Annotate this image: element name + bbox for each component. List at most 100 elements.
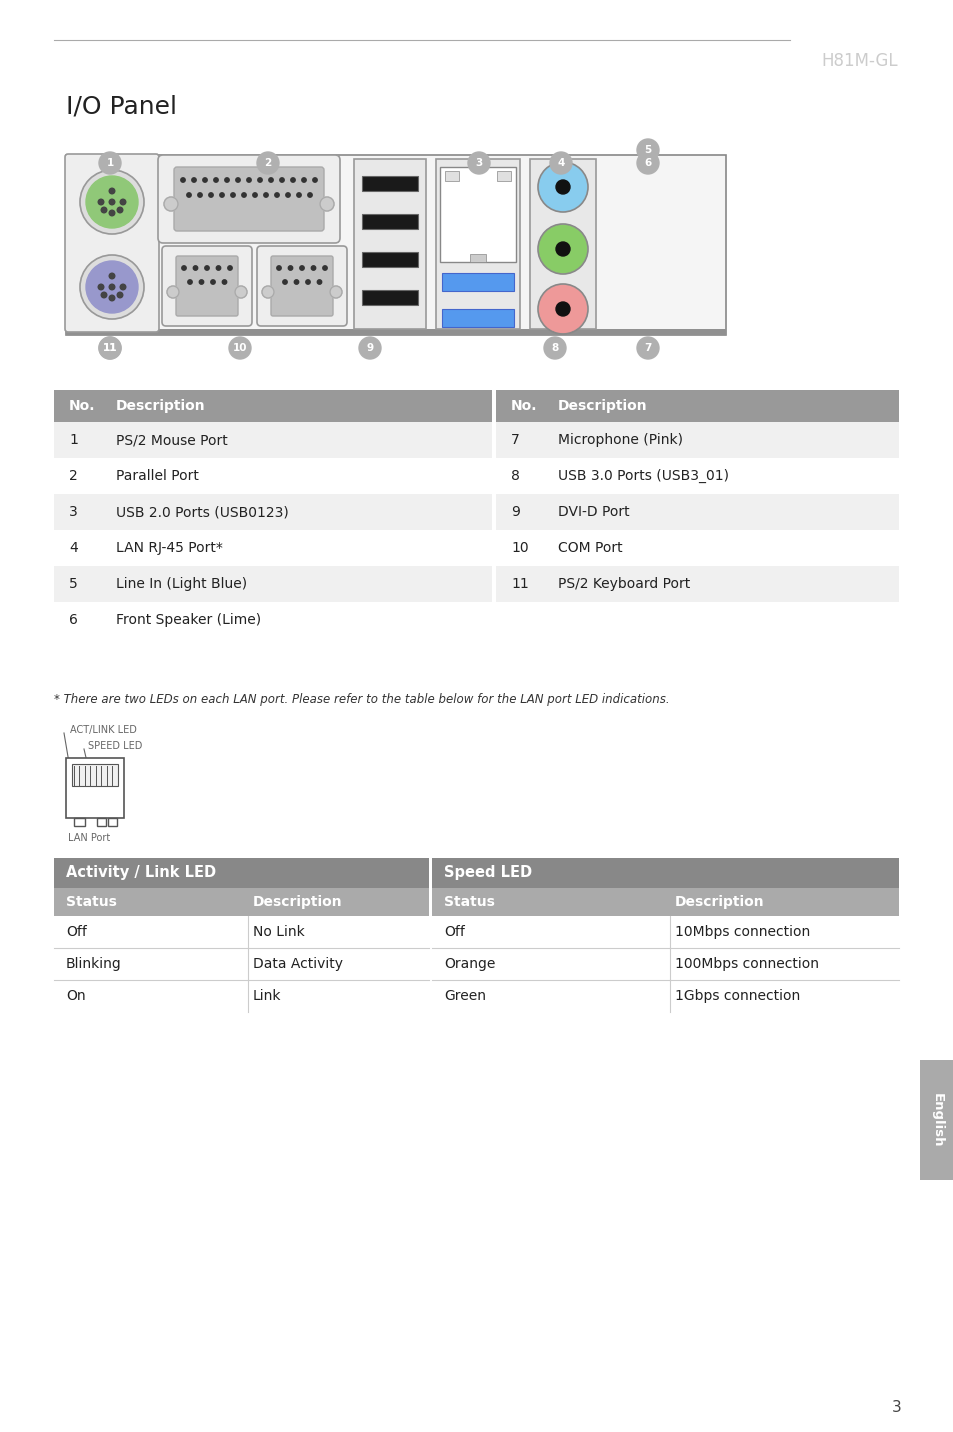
Circle shape — [167, 286, 179, 298]
Text: Status: Status — [66, 895, 117, 909]
Bar — [470, 253, 485, 262]
Text: 10: 10 — [511, 541, 528, 556]
Circle shape — [262, 286, 274, 298]
Text: 7: 7 — [511, 432, 519, 447]
Circle shape — [225, 178, 229, 182]
Circle shape — [637, 337, 659, 359]
Circle shape — [556, 242, 569, 256]
Circle shape — [279, 178, 284, 182]
FancyBboxPatch shape — [65, 155, 159, 332]
Bar — [497, 170, 511, 180]
Bar — [54, 566, 492, 601]
Circle shape — [109, 295, 114, 301]
Circle shape — [109, 284, 114, 289]
Circle shape — [322, 266, 327, 271]
Text: 11: 11 — [103, 344, 117, 354]
Circle shape — [543, 337, 565, 359]
Bar — [496, 458, 898, 494]
Bar — [361, 213, 417, 229]
Text: Orange: Orange — [443, 957, 495, 971]
Text: 4: 4 — [69, 541, 77, 556]
Text: 9: 9 — [366, 344, 374, 354]
Circle shape — [86, 176, 138, 228]
Text: Description: Description — [253, 895, 342, 909]
Text: English: English — [929, 1093, 943, 1147]
Bar — [54, 458, 492, 494]
Circle shape — [311, 266, 315, 271]
Text: Microphone (Pink): Microphone (Pink) — [558, 432, 682, 447]
Circle shape — [109, 274, 114, 279]
Bar — [530, 159, 596, 329]
Bar — [361, 176, 417, 190]
Circle shape — [330, 286, 341, 298]
Text: Off: Off — [443, 925, 464, 939]
Bar — [54, 858, 429, 888]
Circle shape — [288, 266, 293, 271]
Circle shape — [294, 279, 298, 284]
Circle shape — [98, 284, 104, 289]
Circle shape — [211, 279, 215, 284]
Circle shape — [109, 199, 114, 205]
Circle shape — [257, 178, 262, 182]
Text: 1Gbps connection: 1Gbps connection — [675, 990, 800, 1002]
Text: Speed LED: Speed LED — [443, 865, 532, 881]
Circle shape — [187, 193, 191, 198]
Circle shape — [538, 163, 586, 211]
Bar — [66, 155, 725, 335]
Circle shape — [109, 188, 114, 193]
Text: 7: 7 — [643, 344, 651, 354]
Bar — [66, 758, 124, 818]
Text: No Link: No Link — [253, 925, 304, 939]
Circle shape — [264, 193, 268, 198]
Circle shape — [319, 198, 334, 211]
Text: PS/2 Mouse Port: PS/2 Mouse Port — [116, 432, 228, 447]
Text: Front Speaker (Lime): Front Speaker (Lime) — [116, 613, 261, 627]
Circle shape — [80, 255, 144, 319]
Circle shape — [256, 152, 278, 175]
Circle shape — [556, 180, 569, 193]
Text: Link: Link — [253, 990, 281, 1002]
Text: 6: 6 — [69, 613, 78, 627]
Circle shape — [222, 279, 227, 284]
Bar — [97, 818, 106, 826]
Circle shape — [282, 279, 287, 284]
Text: 10: 10 — [233, 344, 247, 354]
Text: Description: Description — [116, 400, 206, 412]
Bar — [496, 494, 898, 530]
Circle shape — [269, 178, 273, 182]
Bar — [441, 309, 514, 326]
Bar — [71, 765, 118, 786]
FancyBboxPatch shape — [158, 155, 339, 243]
Circle shape — [188, 279, 192, 284]
Circle shape — [197, 193, 202, 198]
Circle shape — [538, 225, 586, 274]
Bar — [54, 422, 492, 458]
Bar — [66, 329, 725, 335]
Text: No.: No. — [69, 400, 95, 412]
FancyBboxPatch shape — [162, 246, 252, 326]
Circle shape — [209, 193, 213, 198]
Text: 11: 11 — [103, 344, 117, 354]
Text: 5: 5 — [643, 145, 651, 155]
Bar — [54, 390, 492, 422]
Circle shape — [538, 285, 586, 334]
Text: ACT/LINK LED: ACT/LINK LED — [70, 725, 136, 735]
Bar — [54, 530, 492, 566]
Text: DVI-D Port: DVI-D Port — [558, 505, 629, 518]
Circle shape — [203, 178, 207, 182]
Text: 10Mbps connection: 10Mbps connection — [675, 925, 809, 939]
Circle shape — [301, 178, 306, 182]
Text: 3: 3 — [475, 158, 482, 168]
Circle shape — [274, 193, 279, 198]
Circle shape — [101, 208, 107, 213]
Text: 1: 1 — [69, 432, 78, 447]
FancyBboxPatch shape — [173, 168, 324, 231]
Circle shape — [276, 266, 281, 271]
Text: 4: 4 — [557, 158, 564, 168]
FancyBboxPatch shape — [271, 256, 333, 316]
Circle shape — [219, 193, 224, 198]
Text: LAN Port: LAN Port — [68, 833, 111, 843]
Circle shape — [556, 302, 569, 316]
Bar — [354, 159, 426, 329]
Text: Description: Description — [558, 400, 647, 412]
